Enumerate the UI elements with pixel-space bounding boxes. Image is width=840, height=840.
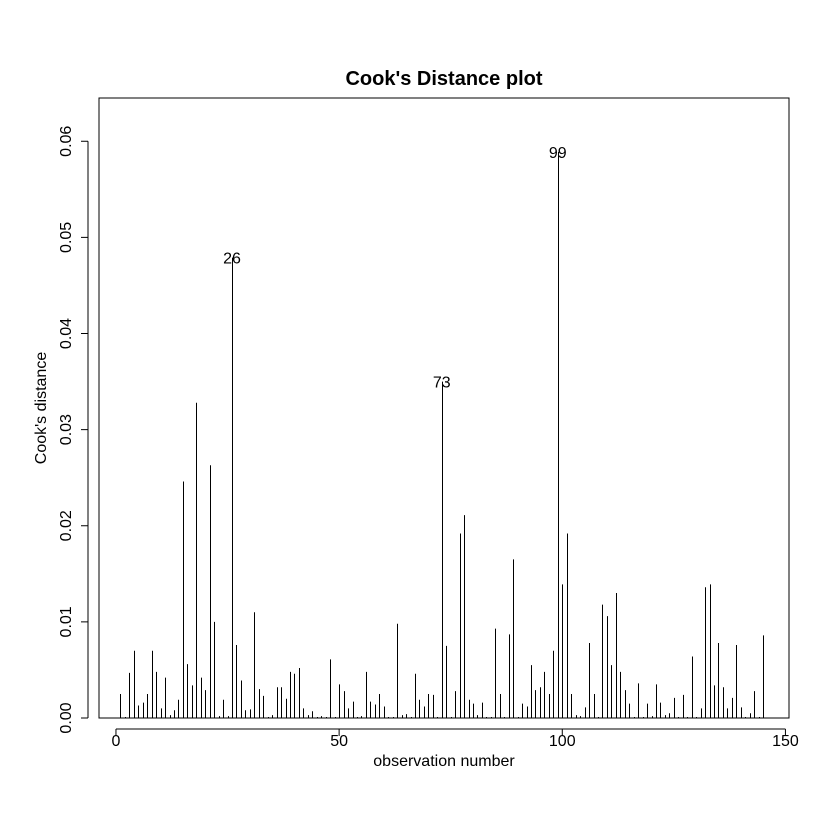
y-tick-label: 0.01 (58, 606, 75, 637)
point-label-73: 73 (433, 375, 451, 392)
y-tick-label: 0.04 (58, 318, 75, 349)
y-tick-label: 0.06 (58, 126, 75, 157)
x-tick-label: 0 (112, 733, 121, 750)
x-tick-label: 100 (549, 733, 576, 750)
y-tick-label: 0.02 (58, 510, 75, 541)
y-axis: 0.00 0.01 0.02 0.03 0.04 0.05 0.06 (58, 126, 89, 734)
y-tick-label: 0.05 (58, 222, 75, 253)
point-label-99: 99 (549, 145, 567, 162)
y-tick-label: 0.00 (58, 702, 75, 733)
y-axis-label: Cook's distance (33, 352, 50, 465)
point-label-26: 26 (223, 251, 241, 268)
x-axis: 0 50 100 150 (112, 728, 799, 750)
y-tick-label: 0.03 (58, 414, 75, 445)
bars-group (100, 151, 788, 719)
x-tick-label: 50 (330, 733, 348, 750)
x-tick-label: 150 (772, 733, 799, 750)
chart-title: Cook's Distance plot (345, 68, 542, 90)
x-axis-label: observation number (373, 753, 515, 770)
point-labels-group: 26 73 99 (223, 145, 567, 392)
